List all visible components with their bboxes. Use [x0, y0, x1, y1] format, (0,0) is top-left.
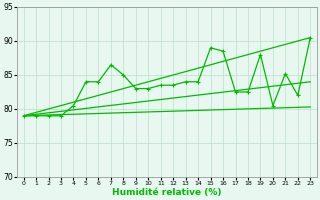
X-axis label: Humidité relative (%): Humidité relative (%)	[112, 188, 222, 197]
